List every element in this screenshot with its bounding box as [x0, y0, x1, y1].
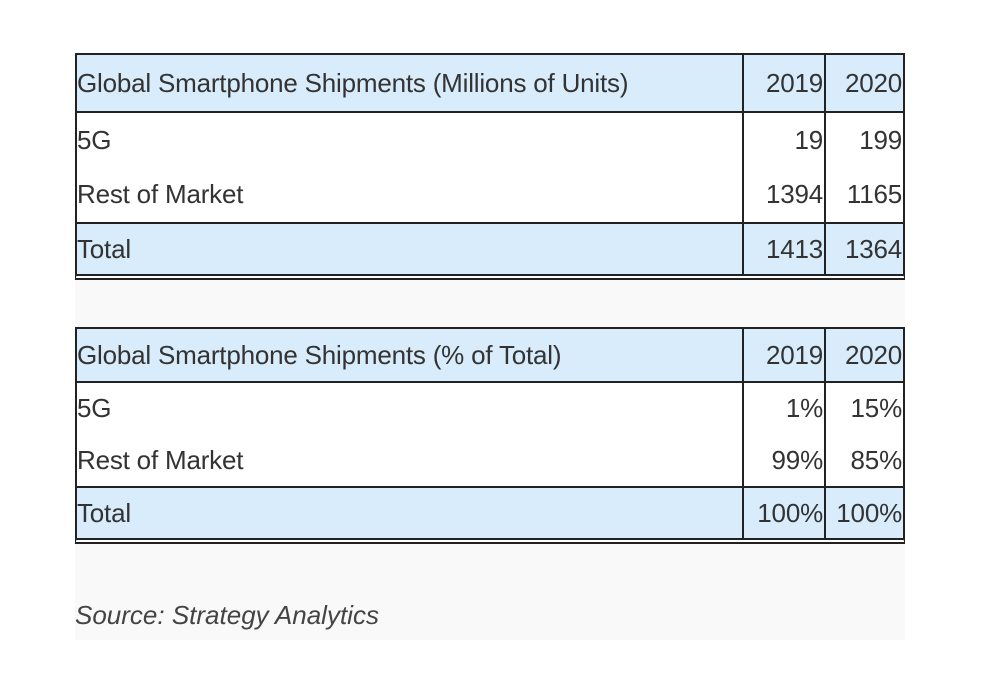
row-label: Rest of Market: [77, 179, 244, 209]
total-row: Total 1413 1364: [77, 222, 903, 274]
cell-value: 100%: [742, 488, 824, 538]
cell-value: 85%: [824, 434, 903, 486]
source-note: Source: Strategy Analytics: [75, 600, 379, 630]
cell-value: 1364: [824, 224, 903, 274]
header-row: Global Smartphone Shipments (Millions of…: [77, 55, 903, 113]
data-row: 5G 19 199: [77, 113, 903, 167]
data-row: Rest of Market 99% 85%: [77, 434, 903, 486]
cell-value: 100%: [824, 488, 903, 538]
cell-value: 199: [824, 113, 903, 167]
cell-value: 19: [742, 113, 824, 167]
cell-value: 99%: [742, 434, 824, 486]
cell-value: 2020: [824, 329, 903, 381]
row-label: Rest of Market: [77, 444, 244, 475]
row-label: Total: [77, 497, 131, 528]
table: Global Smartphone Shipments (Millions of…: [75, 53, 905, 280]
cell-value: 1165: [824, 167, 903, 222]
header-row: Global Smartphone Shipments (% of Total)…: [77, 329, 903, 383]
row-label: 5G: [77, 393, 112, 423]
total-row: Total 100% 100%: [77, 486, 903, 538]
data-row: Rest of Market 1394 1165: [77, 167, 903, 222]
data-row: 5G 1% 15%: [77, 383, 903, 434]
cell-value: 2019: [742, 55, 824, 111]
cell-value: 1%: [742, 383, 824, 434]
cell-value: 15%: [824, 383, 903, 434]
cell-value: 1413: [742, 224, 824, 274]
row-label: 5G: [77, 124, 112, 155]
cell-value: 2019: [742, 329, 824, 381]
row-label: Total: [77, 233, 131, 264]
cell-value: 2020: [824, 55, 903, 111]
table: Global Smartphone Shipments (% of Total)…: [75, 327, 905, 544]
row-label: Global Smartphone Shipments (Millions of…: [77, 67, 629, 98]
row-label: Global Smartphone Shipments (% of Total): [77, 339, 562, 370]
cell-value: 1394: [742, 167, 824, 222]
